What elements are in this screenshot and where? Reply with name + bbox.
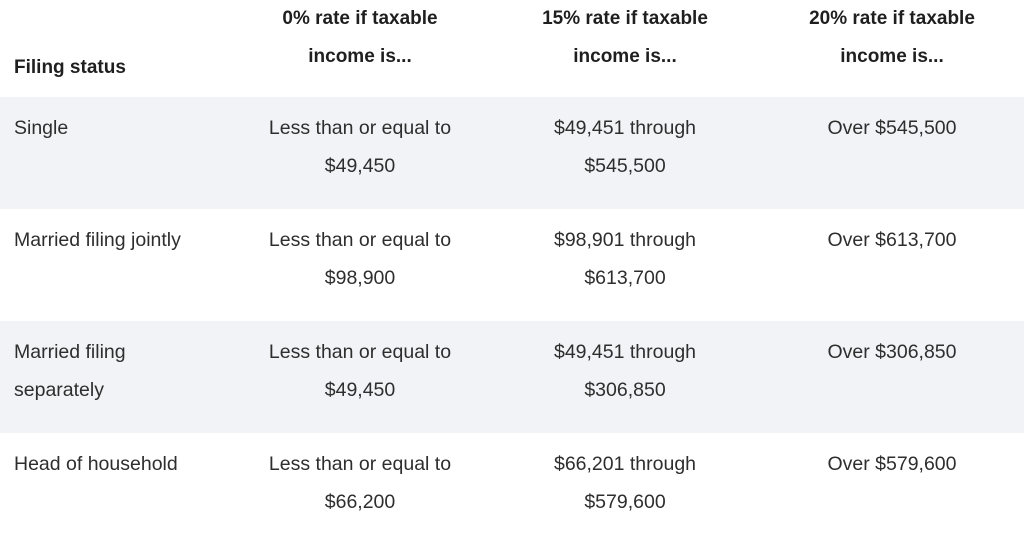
filing-status-cell: Head of household [0,433,230,545]
rate-0-line-1: Less than or equal to [268,229,452,251]
rate-15-line-2: $613,700 [584,267,666,289]
rate-20-cell: Over $306,850 [760,321,1024,433]
rate-0-cell: Less than or equal to $98,900 [230,209,490,321]
rate-15-line-1: $49,451 through [553,341,697,363]
filing-status-text-line-2: separately [14,379,104,401]
filing-status-cell: Married filing jointly [0,209,230,321]
header-rate-15: 15% rate if taxable income is... [490,0,760,97]
table-row: Head of household Less than or equal to … [0,433,1024,545]
rate-20-cell: Over $545,500 [760,97,1024,209]
filing-status-text-line-1: Married filing [14,341,126,363]
rate-0-line-2: $49,450 [324,155,396,177]
rate-15-line-1: $98,901 through [553,229,697,251]
header-rate-0-line-1: 0% rate if taxable [282,8,438,29]
rate-15-cell: $66,201 through $579,600 [490,433,760,545]
rate-20-cell: Over $613,700 [760,209,1024,321]
rate-20-line-1: Over $579,600 [827,453,957,475]
rate-15-line-2: $545,500 [584,155,666,177]
rate-15-cell: $98,901 through $613,700 [490,209,760,321]
rate-20-line-1: Over $613,700 [827,229,957,251]
filing-status-text: Single [14,117,69,139]
rate-0-line-2: $66,200 [324,491,396,513]
rate-15-line-2: $579,600 [584,491,666,513]
rate-20-line-1: Over $306,850 [827,341,957,363]
header-filing-status: Filing status [14,57,126,78]
header-rate-15-line-2: income is... [573,46,677,67]
table-row: Married filing separately Less than or e… [0,321,1024,433]
rate-20-line-1: Over $545,500 [827,117,957,139]
filing-status-text: Head of household [14,453,178,475]
header-rate-20-line-2: income is... [840,46,944,67]
rate-0-cell: Less than or equal to $49,450 [230,97,490,209]
header-rate-0-line-2: income is... [308,46,412,67]
header-rate-20: 20% rate if taxable income is... [760,0,1024,97]
filing-status-cell: Married filing separately [0,321,230,433]
rate-0-line-2: $98,900 [324,267,396,289]
rate-15-line-2: $306,850 [584,379,666,401]
rate-15-cell: $49,451 through $306,850 [490,321,760,433]
rate-15-cell: $49,451 through $545,500 [490,97,760,209]
rate-0-line-1: Less than or equal to [268,117,452,139]
rate-15-line-1: $49,451 through [553,117,697,139]
rate-0-cell: Less than or equal to $49,450 [230,321,490,433]
header-rate-0: 0% rate if taxable income is... [230,0,490,97]
header-row: Filing status 0% rate if taxable income … [0,0,1024,97]
rate-20-cell: Over $579,600 [760,433,1024,545]
rate-0-line-1: Less than or equal to [268,453,452,475]
table-row: Married filing jointly Less than or equa… [0,209,1024,321]
rate-0-line-1: Less than or equal to [268,341,452,363]
table-row: Single Less than or equal to $49,450 $49… [0,97,1024,209]
filing-status-text: Married filing jointly [14,229,181,251]
rate-0-line-2: $49,450 [324,379,396,401]
rate-15-line-1: $66,201 through [553,453,697,475]
rate-0-cell: Less than or equal to $66,200 [230,433,490,545]
filing-status-cell: Single [0,97,230,209]
header-rate-20-line-1: 20% rate if taxable [809,8,975,29]
header-rate-15-line-1: 15% rate if taxable [542,8,708,29]
